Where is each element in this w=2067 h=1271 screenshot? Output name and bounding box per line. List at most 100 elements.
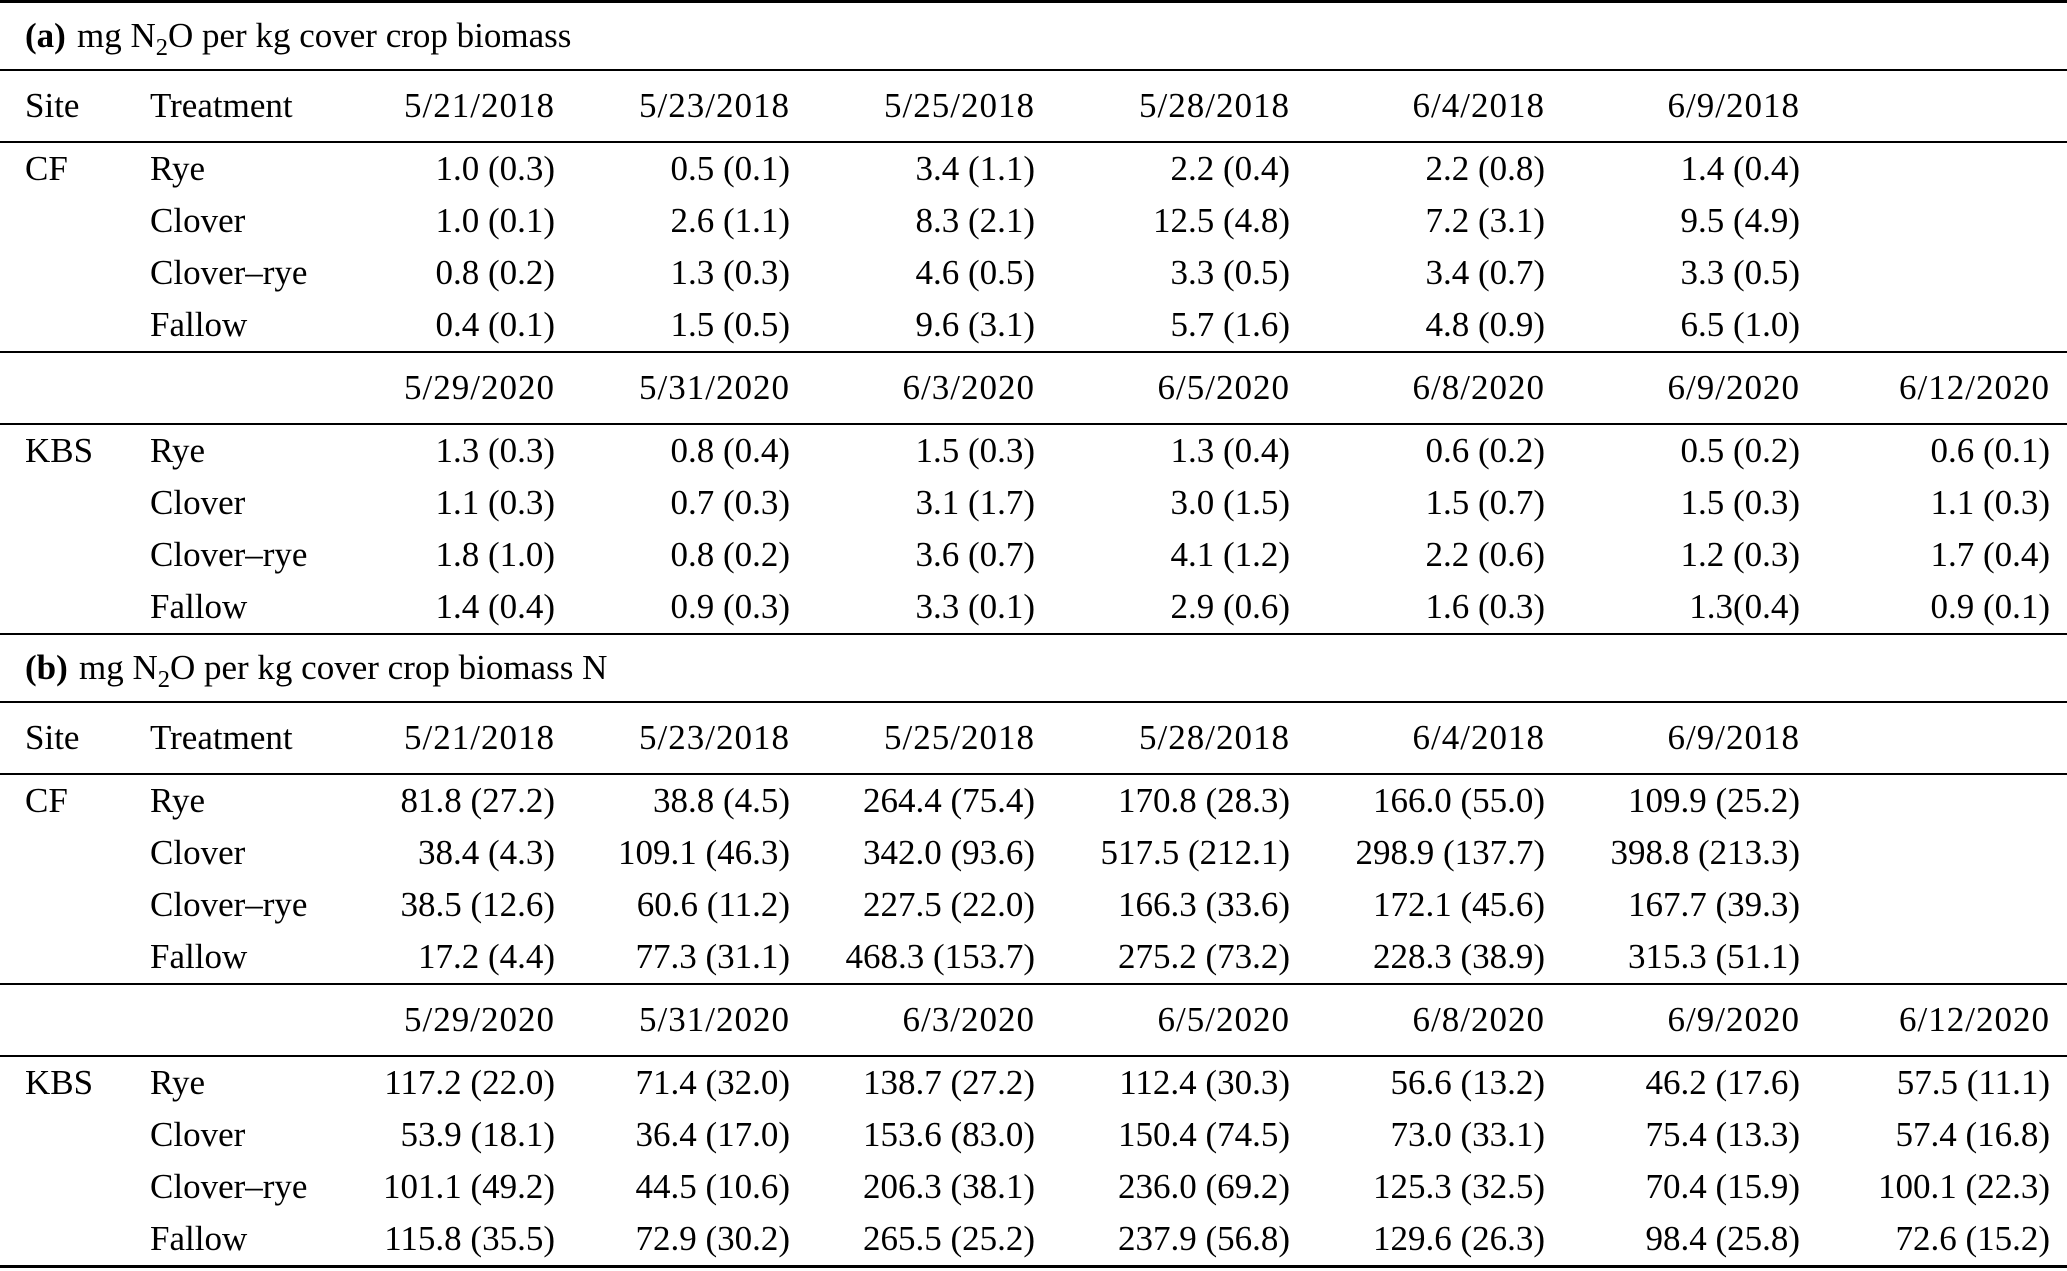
value-cell: 100.1 (22.3) [1877,1167,2050,1206]
value-cell: 1.4 (0.4) [1680,149,1800,188]
treatment-header-cell: Treatment [150,86,293,125]
value-cell: 206.3 (38.1) [862,1167,1035,1206]
date-header-cell: 6/8/2020 [1412,1000,1545,1039]
horizontal-rule [0,1265,2067,1268]
value-cell: 125.3 (32.5) [1372,1167,1545,1206]
value-cell: 1.3 (0.4) [1170,431,1290,470]
value-cell: 0.9 (0.1) [1930,587,2050,626]
value-cell: 1.3 (0.3) [670,253,790,292]
treatment-cell: Fallow [150,305,248,344]
horizontal-rule [0,773,2067,775]
value-cell: 101.1 (49.2) [382,1167,555,1206]
data-row: KBS Rye 1.3 (0.3) 0.8 (0.4) 1.5 (0.3) 1.3 (0.… [0,425,2067,477]
value-cell: 3.4 (1.1) [915,149,1035,188]
value-cell: 44.5 (10.6) [635,1167,790,1206]
value-cell: 5.7 (1.6) [1170,305,1290,344]
value-cell: 1.3 (0.3) [435,431,555,470]
value-cell: 117.2 (22.0) [384,1063,555,1102]
date-header-cell: 5/23/2018 [639,718,790,757]
value-cell: 275.2 (73.2) [1117,937,1290,976]
value-cell: 60.6 (11.2) [636,885,790,924]
date-header-cell: 5/21/2018 [404,86,555,125]
horizontal-rule [0,423,2067,425]
value-cell: 0.6 (0.1) [1930,431,2050,470]
value-cell: 71.4 (32.0) [635,1063,790,1102]
date-header-cell: 5/29/2020 [404,1000,555,1039]
site-cell: KBS [25,1063,94,1102]
value-cell: 0.9 (0.3) [670,587,790,626]
value-cell: 1.4 (0.4) [435,587,555,626]
data-row: Clover–rye 101.1 (49.2) 44.5 (10.6) 206.3 (… [0,1161,2067,1213]
value-cell: 2.9 (0.6) [1170,587,1290,626]
date-header-cell: 6/12/2020 [1899,368,2050,407]
value-cell: 1.2 (0.3) [1680,535,1800,574]
horizontal-rule [0,701,2067,703]
treatment-cell: Clover–rye [150,1167,308,1206]
value-cell: 38.5 (12.6) [400,885,555,924]
value-cell: 98.4 (25.8) [1645,1219,1800,1258]
treatment-cell: Rye [150,1063,205,1102]
treatment-cell: Fallow [150,1219,248,1258]
value-cell: 166.3 (33.6) [1117,885,1290,924]
treatment-cell: Fallow [150,937,248,976]
date-header-cell: 5/25/2018 [884,86,1035,125]
date-header-cell: 5/28/2018 [1139,86,1290,125]
value-cell: 3.4 (0.7) [1425,253,1545,292]
value-cell: 109.1 (46.3) [617,833,790,872]
value-cell: 75.4 (13.3) [1645,1115,1800,1154]
value-cell: 9.6 (3.1) [915,305,1035,344]
value-cell: 1.6 (0.3) [1425,587,1545,626]
value-cell: 3.0 (1.5) [1170,483,1290,522]
value-cell: 109.9 (25.2) [1627,781,1800,820]
data-row: Clover 53.9 (18.1) 36.4 (17.0) 153.6 (83.0)… [0,1109,2067,1161]
horizontal-rule [0,0,2067,3]
value-cell: 3.3 (0.5) [1170,253,1290,292]
data-row: Fallow 115.8 (35.5) 72.9 (30.2) 265.5 (25.2… [0,1213,2067,1265]
value-cell: 264.4 (75.4) [862,781,1035,820]
value-cell: 12.5 (4.8) [1152,201,1290,240]
date-header-cell: 6/9/2018 [1667,86,1800,125]
section-title-suffix: O per kg cover crop biomass N [169,648,608,687]
value-cell: 138.7 (27.2) [862,1063,1035,1102]
value-cell: 4.1 (1.2) [1170,535,1290,574]
horizontal-rule [0,633,2067,635]
value-cell: 1.1 (0.3) [435,483,555,522]
chemical-subscript: 2 [157,666,170,693]
value-cell: 0.5 (0.2) [1680,431,1800,470]
date-header-cell: 6/4/2018 [1412,718,1545,757]
date-header-cell: 6/9/2018 [1667,718,1800,757]
value-cell: 38.8 (4.5) [652,781,790,820]
value-cell: 9.5 (4.9) [1680,201,1800,240]
date-header-cell: 6/9/2020 [1667,368,1800,407]
value-cell: 56.6 (13.2) [1390,1063,1545,1102]
date-header-cell: 5/29/2020 [404,368,555,407]
value-cell: 3.1 (1.7) [915,483,1035,522]
value-cell: 1.7 (0.4) [1930,535,2050,574]
value-cell: 517.5 (212.1) [1100,833,1290,872]
value-cell: 0.6 (0.2) [1425,431,1545,470]
site-cell: CF [25,149,68,188]
value-cell: 1.8 (1.0) [435,535,555,574]
date-header-cell: 5/21/2018 [404,718,555,757]
data-row: CF Rye 1.0 (0.3) 0.5 (0.1) 3.4 (1.1) 2.2 (0.4… [0,143,2067,195]
value-cell: 315.3 (51.1) [1627,937,1800,976]
section-title: mg N2O per kg cover crop biomass N [79,648,608,692]
value-cell: 1.1 (0.3) [1930,483,2050,522]
value-cell: 4.8 (0.9) [1425,305,1545,344]
site-cell: CF [25,781,68,820]
date-header-cell: 6/5/2020 [1157,368,1290,407]
value-cell: 237.9 (56.8) [1117,1219,1290,1258]
value-cell: 7.2 (3.1) [1425,201,1545,240]
date-header-cell: 5/28/2018 [1139,718,1290,757]
date-header-cell: 5/31/2020 [639,1000,790,1039]
horizontal-rule [0,351,2067,353]
value-cell: 0.8 (0.2) [670,535,790,574]
value-cell: 166.0 (55.0) [1372,781,1545,820]
data-row: Clover 1.1 (0.3) 0.7 (0.3) 3.1 (1.7) 3.0 (1.… [0,477,2067,529]
value-cell: 46.2 (17.6) [1645,1063,1800,1102]
horizontal-rule [0,69,2067,71]
section-label: (a) [25,16,66,55]
treatment-cell: Rye [150,431,205,470]
value-cell: 112.4 (30.3) [1119,1063,1290,1102]
